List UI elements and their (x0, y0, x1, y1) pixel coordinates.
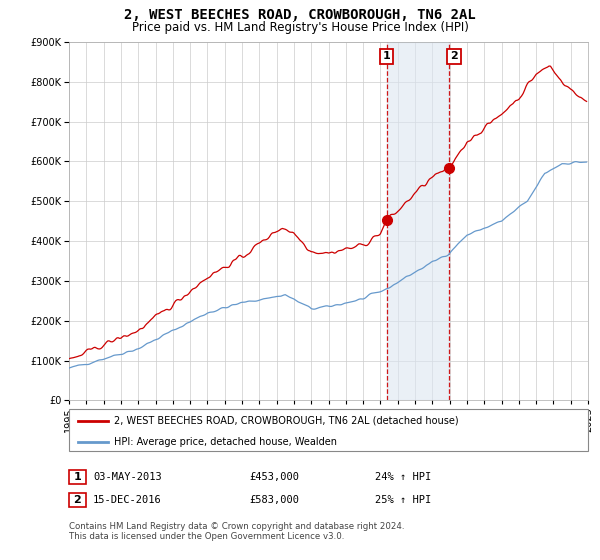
Bar (387, 42, 449, 400)
Text: HPI: Average price, detached house, Wealden: HPI: Average price, detached house, Weal… (114, 437, 337, 446)
Text: 25% ↑ HPI: 25% ↑ HPI (375, 494, 431, 505)
Text: 2, WEST BEECHES ROAD, CROWBOROUGH, TN6 2AL (detached house): 2, WEST BEECHES ROAD, CROWBOROUGH, TN6 2… (114, 416, 458, 426)
Text: 2: 2 (74, 494, 81, 505)
Text: 24% ↑ HPI: 24% ↑ HPI (375, 472, 431, 482)
Text: £453,000: £453,000 (249, 472, 299, 482)
Text: £583,000: £583,000 (249, 494, 299, 505)
Text: Price paid vs. HM Land Registry's House Price Index (HPI): Price paid vs. HM Land Registry's House … (131, 21, 469, 34)
Text: 2: 2 (450, 52, 458, 62)
Text: 15-DEC-2016: 15-DEC-2016 (93, 494, 162, 505)
Text: 1: 1 (383, 52, 391, 62)
Text: Contains HM Land Registry data © Crown copyright and database right 2024.
This d: Contains HM Land Registry data © Crown c… (69, 522, 404, 542)
Text: 1: 1 (74, 472, 81, 482)
Text: 2, WEST BEECHES ROAD, CROWBOROUGH, TN6 2AL: 2, WEST BEECHES ROAD, CROWBOROUGH, TN6 2… (124, 8, 476, 22)
Text: 03-MAY-2013: 03-MAY-2013 (93, 472, 162, 482)
